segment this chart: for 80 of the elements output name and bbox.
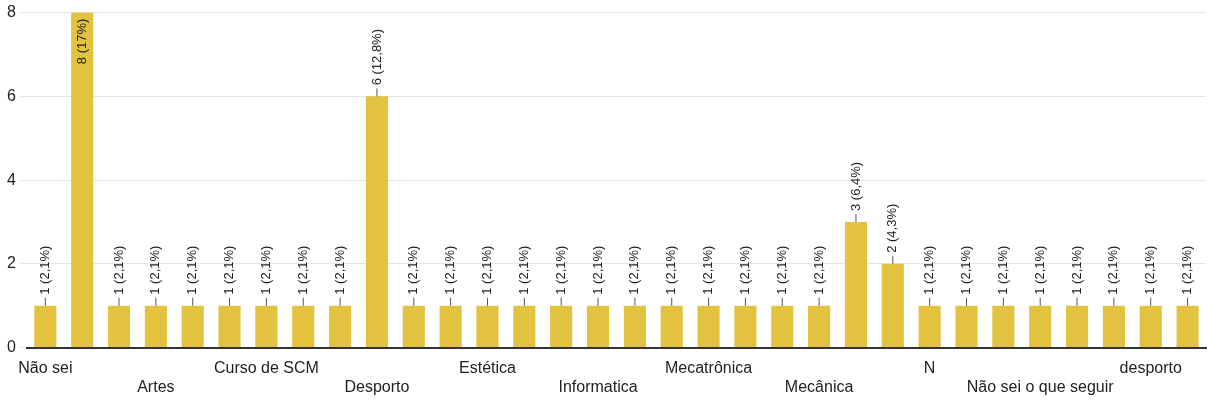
bar xyxy=(550,305,573,348)
data-label: 1 (2,1%) xyxy=(1031,245,1047,295)
data-label: 1 (2,1%) xyxy=(921,245,937,295)
bar xyxy=(918,305,941,348)
bar xyxy=(1176,305,1199,348)
data-label: 1 (2,1%) xyxy=(36,245,52,295)
bar xyxy=(1102,305,1125,348)
data-label: 1 (2,1%) xyxy=(442,245,458,295)
bar xyxy=(697,305,720,348)
data-label: 1 (2,1%) xyxy=(147,245,163,295)
y-tick-label: 4 xyxy=(6,170,16,188)
data-label: 1 (2,1%) xyxy=(405,245,421,295)
data-label: 1 (2,1%) xyxy=(515,245,531,295)
bar xyxy=(365,96,388,348)
bar xyxy=(476,305,499,348)
bar xyxy=(439,305,462,348)
x-tick-label: Estética xyxy=(459,358,517,376)
bar xyxy=(992,305,1015,348)
bar xyxy=(255,305,278,348)
data-label: 1 (2,1%) xyxy=(958,245,974,295)
data-label: 2 (4,3%) xyxy=(884,203,900,253)
x-tick-label: Não sei o que seguir xyxy=(966,377,1115,395)
data-label: 1 (2,1%) xyxy=(773,245,789,295)
bar xyxy=(144,305,167,348)
x-tick-label: Não sei xyxy=(18,358,73,376)
bar xyxy=(734,305,757,348)
bar xyxy=(955,305,978,348)
x-tick-label: Informatica xyxy=(558,377,638,395)
bar xyxy=(218,305,241,348)
data-label: 1 (2,1%) xyxy=(184,245,200,295)
data-label: 1 (2,1%) xyxy=(626,245,642,295)
x-tick-label: Desporto xyxy=(344,377,410,395)
bar xyxy=(881,263,904,348)
bar xyxy=(34,305,57,348)
bar xyxy=(402,305,425,348)
data-label: 1 (2,1%) xyxy=(479,245,495,295)
data-label: 1 (2,1%) xyxy=(663,245,679,295)
data-label: 1 (2,1%) xyxy=(257,245,273,295)
bar xyxy=(586,305,610,348)
bar xyxy=(844,221,868,348)
y-tick-label: 8 xyxy=(6,3,16,21)
x-tick-label: Mecânica xyxy=(784,377,854,395)
bar xyxy=(623,305,646,348)
data-label: 1 (2,1%) xyxy=(736,245,752,295)
bar xyxy=(181,305,204,348)
data-label: 6 (12,8%) xyxy=(368,28,384,86)
x-tick-label: N xyxy=(923,358,936,376)
data-label: 1 (2,1%) xyxy=(552,245,568,295)
data-label: 1 (2,1%) xyxy=(1068,245,1084,295)
data-label: 1 (2,1%) xyxy=(589,245,605,295)
bar xyxy=(808,305,831,348)
x-tick-label: Curso de SCM xyxy=(213,358,319,376)
data-label: 1 (2,1%) xyxy=(994,245,1010,295)
data-label: 1 (2,1%) xyxy=(1179,245,1195,295)
data-label: 1 (2,1%) xyxy=(700,245,716,295)
data-label: 1 (2,1%) xyxy=(810,245,826,295)
data-label: 8 (17%) xyxy=(73,18,89,65)
bar xyxy=(1139,305,1162,348)
data-label: 1 (2,1%) xyxy=(294,245,310,295)
bar xyxy=(329,305,352,348)
bar xyxy=(107,305,131,348)
y-tick-label: 2 xyxy=(6,254,16,272)
bar xyxy=(771,305,794,348)
x-tick-label: Artes xyxy=(137,377,175,395)
x-tick-label: Mecatrônica xyxy=(664,358,753,376)
bar xyxy=(71,12,94,348)
data-label: 3 (6,4%) xyxy=(847,161,863,211)
y-tick-label: 0 xyxy=(6,338,16,356)
data-label: 1 (2,1%) xyxy=(1142,245,1158,295)
data-label: 1 (2,1%) xyxy=(110,245,126,295)
bar xyxy=(1029,305,1052,348)
bar xyxy=(292,305,315,348)
data-label: 1 (2,1%) xyxy=(221,245,237,295)
bar xyxy=(660,305,683,348)
bar xyxy=(1065,305,1089,348)
data-label: 1 (2,1%) xyxy=(1105,245,1121,295)
data-label: 1 (2,1%) xyxy=(331,245,347,295)
bar xyxy=(513,305,536,348)
y-tick-label: 6 xyxy=(6,86,16,104)
x-tick-label: desporto xyxy=(1119,358,1182,376)
